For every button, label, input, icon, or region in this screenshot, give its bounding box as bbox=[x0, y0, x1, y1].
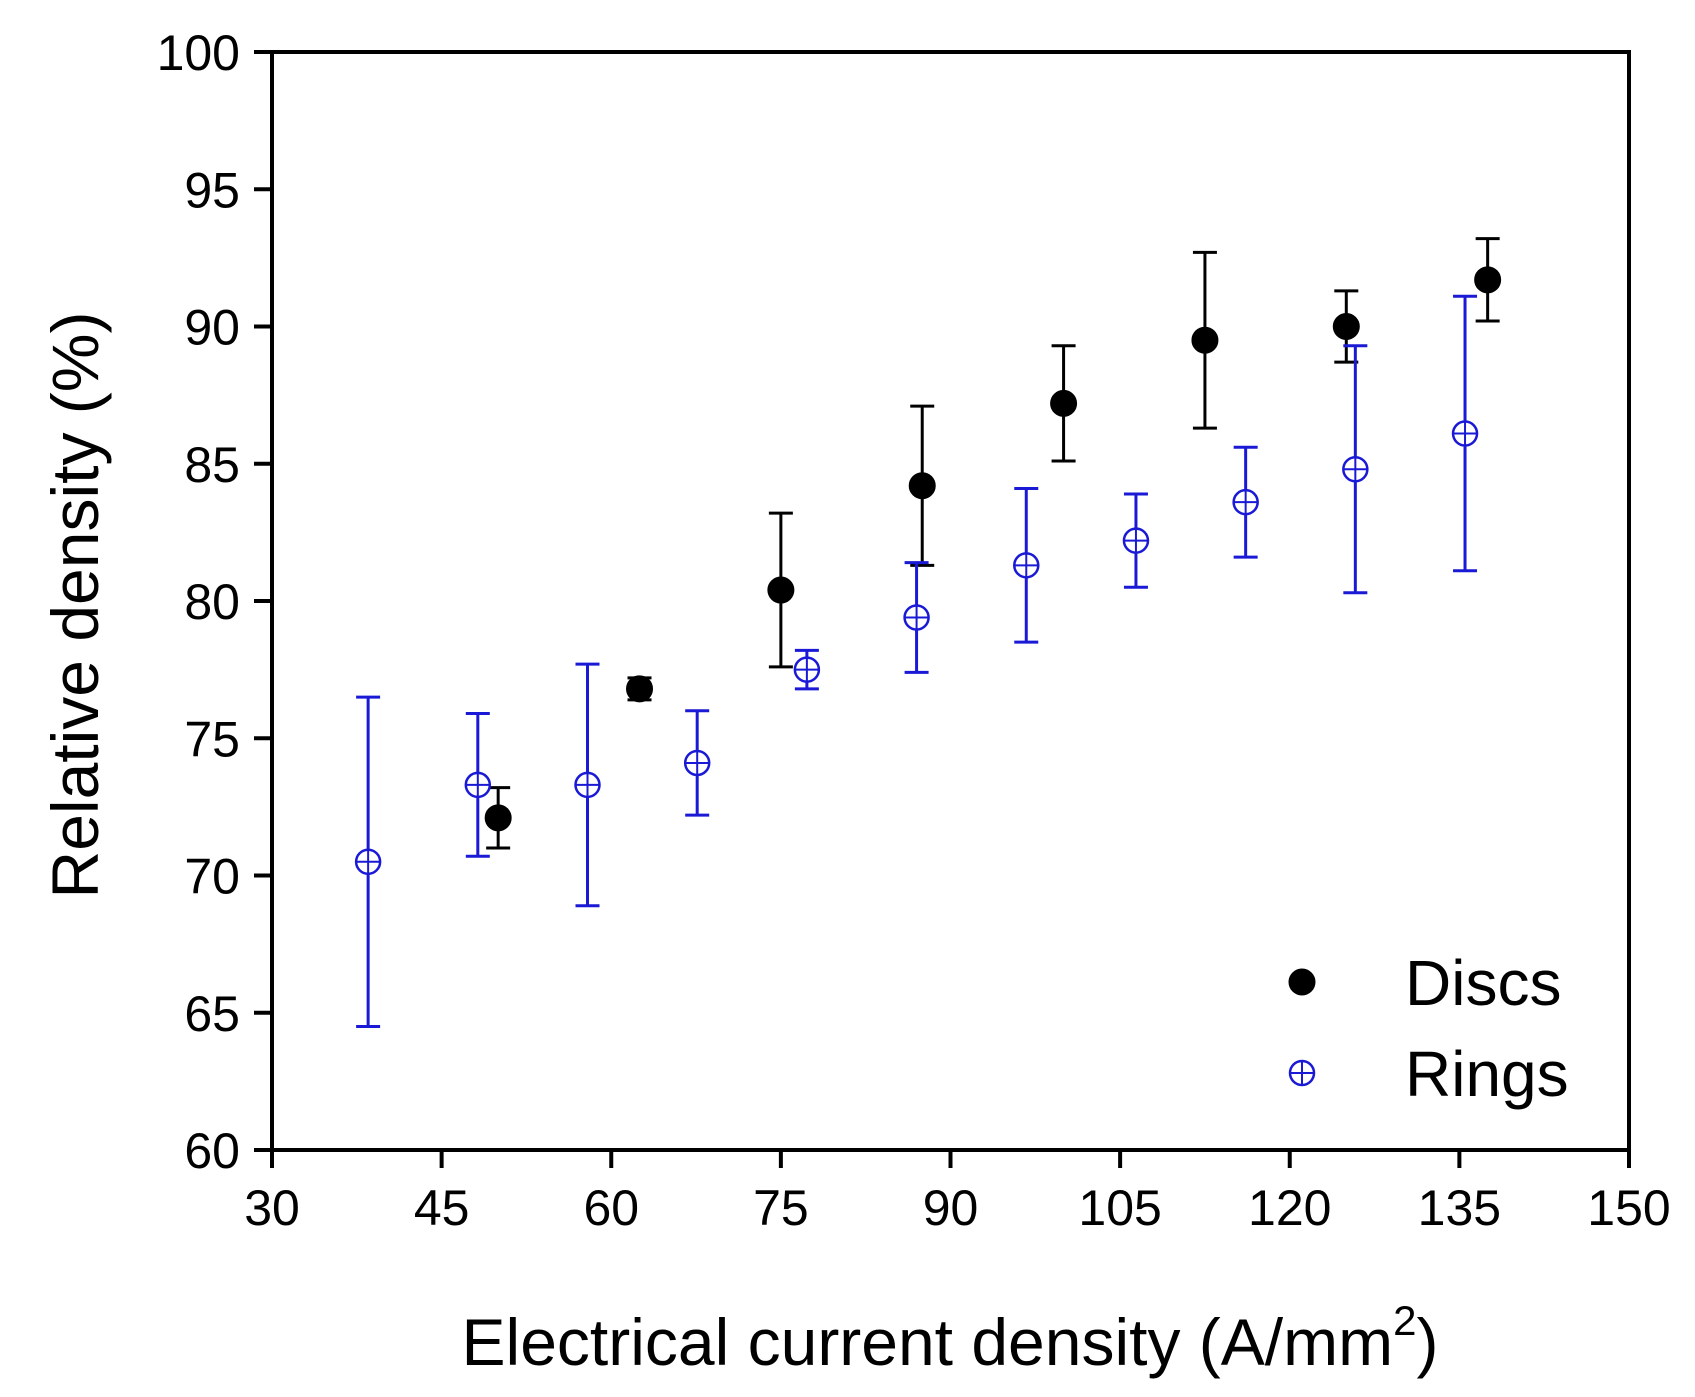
discs-point bbox=[767, 576, 795, 604]
x-axis-title-superscript: 2 bbox=[1393, 1297, 1416, 1344]
x-axis-ticks: 30 45 60 75 90 105 120 135 150 bbox=[244, 1150, 1671, 1236]
x-axis-title-text: Electrical current density (A/mm bbox=[462, 1305, 1394, 1379]
legend-marker-discs bbox=[1288, 968, 1316, 996]
discs-point bbox=[1050, 389, 1078, 417]
x-tick-label: 45 bbox=[414, 1180, 470, 1236]
discs-point bbox=[1332, 313, 1360, 340]
rings-point bbox=[574, 771, 601, 799]
rings-point bbox=[464, 771, 492, 799]
y-tick-label: 95 bbox=[184, 162, 240, 218]
discs-point bbox=[1474, 266, 1502, 294]
y-axis-ticks: 60 65 70 75 80 85 90 95 100 bbox=[157, 25, 272, 1179]
y-tick-label: 100 bbox=[157, 25, 240, 81]
rings-point bbox=[903, 604, 930, 631]
y-tick-label: 65 bbox=[184, 986, 240, 1042]
x-axis-title: Electrical current density (A/mm2) bbox=[462, 1297, 1439, 1379]
x-tick-label: 30 bbox=[244, 1180, 300, 1236]
legend-item-discs: Discs bbox=[1288, 947, 1561, 1019]
x-tick-label: 135 bbox=[1418, 1180, 1501, 1236]
y-axis-title: Relative density (%) bbox=[38, 312, 112, 899]
rings-point bbox=[793, 656, 821, 683]
discs-point bbox=[484, 804, 512, 832]
legend-marker-rings bbox=[1288, 1059, 1316, 1087]
legend-label-rings: Rings bbox=[1405, 1038, 1569, 1110]
y-tick-label: 90 bbox=[184, 300, 240, 356]
legend-label-discs: Discs bbox=[1405, 947, 1561, 1019]
discs-point bbox=[626, 675, 654, 703]
rings-point bbox=[1232, 488, 1259, 516]
markers-layer bbox=[354, 266, 1502, 876]
rings-point bbox=[1451, 420, 1479, 447]
discs-point bbox=[908, 472, 936, 500]
x-tick-label: 120 bbox=[1248, 1180, 1331, 1236]
x-tick-label: 75 bbox=[753, 1180, 809, 1236]
y-tick-label: 70 bbox=[184, 849, 240, 905]
legend: Discs Rings bbox=[1288, 947, 1569, 1110]
rings-point bbox=[683, 749, 711, 777]
x-tick-label: 150 bbox=[1587, 1180, 1670, 1236]
rings-point bbox=[1013, 552, 1040, 579]
x-tick-label: 105 bbox=[1078, 1180, 1161, 1236]
legend-item-rings: Rings bbox=[1288, 1038, 1569, 1110]
x-tick-label: 90 bbox=[923, 1180, 979, 1236]
discs-point bbox=[1191, 326, 1219, 354]
rings-point bbox=[1122, 527, 1150, 554]
y-tick-label: 60 bbox=[184, 1123, 240, 1179]
error-bars-layer bbox=[356, 237, 1500, 1028]
y-tick-label: 80 bbox=[184, 574, 240, 630]
y-tick-label: 75 bbox=[184, 711, 240, 767]
rings-point bbox=[354, 848, 382, 876]
x-tick-label: 60 bbox=[583, 1180, 639, 1236]
x-axis-title-end: ) bbox=[1416, 1305, 1438, 1379]
rings-point bbox=[1342, 455, 1369, 483]
y-tick-label: 85 bbox=[184, 437, 240, 493]
